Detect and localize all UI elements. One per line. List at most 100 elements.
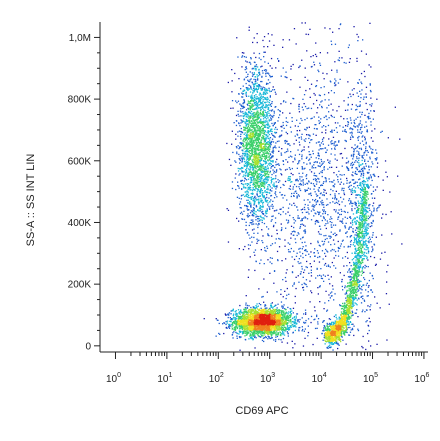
- event-dot: [363, 223, 365, 225]
- event-dot: [278, 338, 280, 341]
- event-dot: [344, 311, 346, 313]
- event-dot: [348, 284, 350, 287]
- event-dot: [358, 255, 360, 257]
- event-dot: [257, 102, 259, 104]
- event-dot: [268, 325, 270, 327]
- event-dot: [272, 316, 274, 318]
- event-dot: [254, 164, 256, 166]
- event-dot: [283, 318, 285, 320]
- event-dot: [351, 297, 353, 299]
- event-dot: [280, 313, 283, 315]
- event-dot: [365, 225, 367, 227]
- event-dot: [254, 201, 256, 203]
- event-dot: [235, 114, 238, 117]
- event-dot: [253, 236, 255, 239]
- event-dot: [256, 164, 259, 166]
- event-dot: [264, 305, 266, 307]
- event-dot: [358, 248, 360, 251]
- event-dot: [346, 300, 348, 302]
- event-dot: [283, 313, 285, 315]
- event-dot: [251, 314, 254, 317]
- event-dot: [259, 120, 261, 122]
- event-dot: [246, 183, 248, 185]
- event-dot: [354, 275, 356, 277]
- event-dot: [361, 222, 364, 224]
- event-dot: [236, 151, 238, 153]
- event-dot: [247, 100, 249, 102]
- event-dot: [272, 308, 275, 311]
- event-dot: [252, 331, 254, 333]
- event-dot: [257, 135, 259, 137]
- event-dot: [259, 322, 262, 325]
- event-dot: [272, 331, 275, 334]
- event-dot: [351, 311, 354, 313]
- event-dot: [354, 281, 356, 283]
- event-dot: [329, 318, 332, 321]
- event-dot: [327, 337, 329, 339]
- event-dot: [276, 209, 278, 211]
- event-dot: [264, 140, 267, 142]
- event-dot: [298, 321, 300, 323]
- event-dot: [270, 182, 272, 184]
- event-dot: [336, 327, 338, 329]
- event-dot: [244, 162, 247, 164]
- event-dot: [242, 139, 245, 141]
- event-dot: [269, 331, 271, 333]
- event-dot: [360, 255, 362, 258]
- event-dot: [239, 313, 241, 315]
- event-dot: [254, 309, 256, 311]
- event-dot: [248, 305, 250, 307]
- event-dot: [251, 103, 253, 105]
- event-dot: [254, 332, 256, 334]
- event-dot: [290, 319, 292, 321]
- event-dot: [217, 319, 219, 321]
- event-dot: [265, 332, 267, 334]
- event-dot: [357, 247, 359, 250]
- event-dot: [265, 330, 267, 332]
- event-dot: [273, 323, 275, 325]
- event-dot: [246, 103, 248, 105]
- event-dot: [255, 204, 257, 207]
- event-dot: [243, 327, 246, 329]
- event-dot: [259, 121, 261, 124]
- event-dot: [350, 281, 352, 283]
- event-dot: [352, 283, 354, 285]
- event-dot: [242, 111, 244, 113]
- event-dot: [345, 322, 348, 324]
- event-dot: [258, 178, 260, 180]
- event-dot: [242, 153, 244, 155]
- event-dot: [346, 309, 348, 311]
- event-dot: [350, 290, 352, 292]
- event-dot: [282, 315, 284, 317]
- event-dot: [267, 72, 269, 74]
- event-dot: [349, 294, 351, 296]
- event-dot: [333, 330, 336, 333]
- event-dot: [238, 153, 240, 156]
- event-dot: [344, 331, 346, 333]
- event-dot: [256, 324, 259, 326]
- event-dot: [341, 321, 344, 323]
- event-dot: [340, 311, 343, 313]
- event-dot: [251, 94, 253, 96]
- event-dot: [255, 180, 257, 182]
- event-dot: [240, 157, 242, 159]
- event-dot: [240, 309, 242, 311]
- event-dot: [358, 224, 360, 226]
- event-dot: [253, 320, 255, 322]
- event-dot: [241, 323, 243, 326]
- event-dot: [252, 316, 254, 318]
- event-dot: [243, 326, 245, 328]
- event-dot: [333, 322, 335, 324]
- event-dot: [267, 338, 269, 340]
- event-dot: [352, 276, 354, 278]
- event-dot: [347, 302, 349, 304]
- event-dot: [261, 168, 263, 170]
- event-dot: [255, 311, 258, 313]
- event-dot: [265, 330, 268, 332]
- event-dot: [241, 52, 244, 54]
- event-dot: [254, 310, 256, 313]
- event-dot: [230, 321, 232, 323]
- event-dot: [255, 327, 257, 329]
- event-dot: [331, 326, 333, 328]
- event-dot: [272, 312, 274, 314]
